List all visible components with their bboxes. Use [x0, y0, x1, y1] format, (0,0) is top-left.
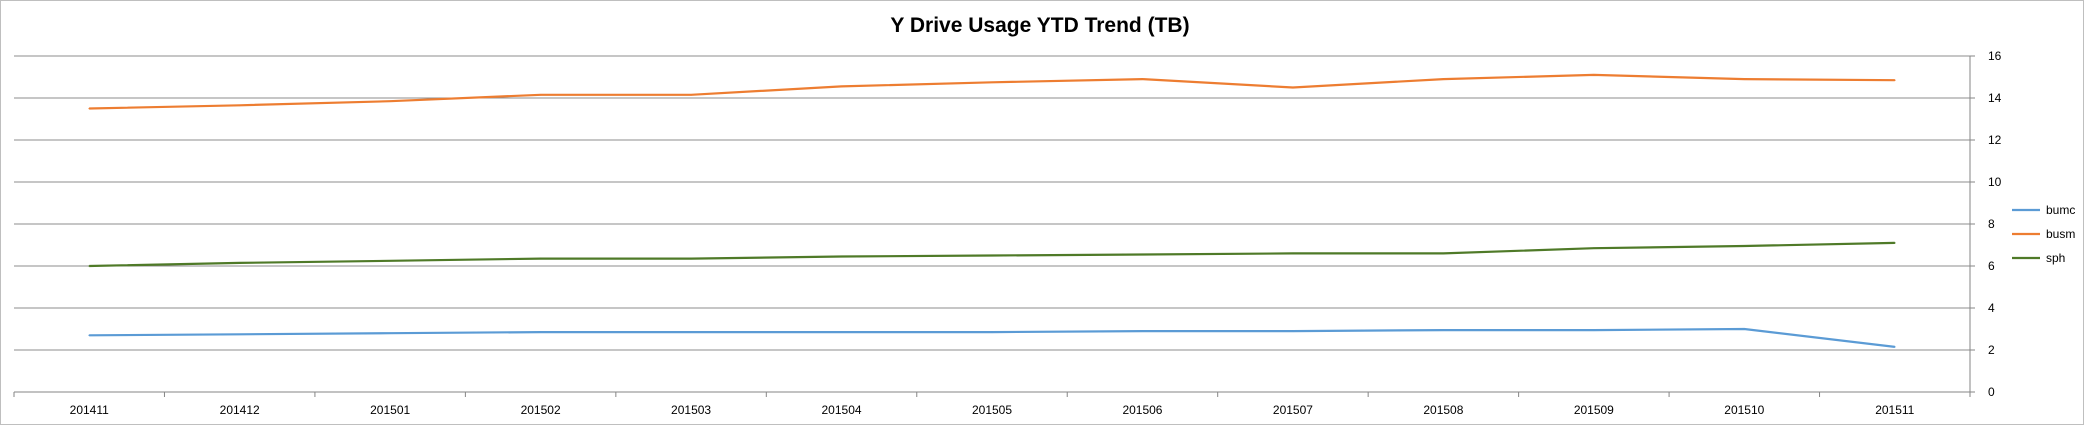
- data-point-sph: [1292, 252, 1294, 255]
- data-point-sph: [1442, 252, 1445, 255]
- data-point-bumc: [991, 331, 993, 333]
- data-point-bumc: [238, 333, 241, 336]
- legend-label-bumc: bumc: [2046, 203, 2075, 217]
- legend-label-sph: sph: [2046, 251, 2065, 265]
- series-lines: [88, 73, 1896, 348]
- x-tick-label: 201503: [671, 403, 711, 417]
- data-point-sph: [1593, 247, 1595, 249]
- x-tick-label: 201511: [1875, 403, 1914, 417]
- data-point-sph: [991, 254, 993, 257]
- data-point-sph: [1743, 245, 1746, 247]
- gridlines: [14, 55, 1970, 393]
- x-tick-label: 201504: [822, 403, 862, 417]
- y-tick-label: 4: [1988, 301, 1995, 315]
- data-point-sph: [1141, 253, 1144, 256]
- series-line-busm: [89, 73, 1895, 110]
- data-point-bumc: [539, 331, 542, 333]
- data-point-sph: [88, 265, 91, 267]
- legend: bumc busm sph: [2012, 203, 2075, 265]
- data-point-busm: [991, 81, 993, 84]
- data-point-busm: [1442, 78, 1445, 80]
- x-tick-label: 201412: [220, 403, 260, 417]
- data-point-sph: [690, 257, 692, 260]
- data-point-busm: [690, 94, 692, 96]
- data-point-busm: [88, 107, 91, 110]
- y-tick-label: 10: [1988, 175, 2002, 189]
- y-tick-label: 16: [1988, 49, 2002, 63]
- data-point-busm: [238, 104, 241, 107]
- y-tick-label: 0: [1988, 385, 1995, 399]
- series-line-sph: [89, 241, 1895, 268]
- data-point-sph: [539, 257, 542, 260]
- data-point-busm: [1593, 74, 1595, 76]
- y-tick-label: 6: [1988, 259, 1995, 273]
- data-point-busm: [1743, 78, 1746, 80]
- axes: [13, 55, 1975, 397]
- data-point-busm: [840, 85, 843, 88]
- data-point-busm: [1893, 79, 1896, 81]
- data-point-bumc: [840, 331, 843, 333]
- y-tick-label: 2: [1988, 343, 1995, 357]
- legend-label-busm: busm: [2046, 227, 2075, 241]
- data-point-bumc: [1141, 330, 1144, 332]
- data-point-bumc: [1292, 330, 1294, 332]
- x-tick-label: 201510: [1724, 403, 1764, 417]
- data-point-busm: [389, 100, 391, 102]
- data-point-bumc: [690, 331, 692, 333]
- x-tick-label: 201509: [1574, 403, 1614, 417]
- data-point-bumc: [1743, 328, 1746, 330]
- data-point-busm: [539, 94, 542, 96]
- data-point-sph: [1893, 242, 1896, 244]
- x-tick-label: 201508: [1423, 403, 1463, 417]
- x-tick-label: 201507: [1273, 403, 1313, 417]
- data-point-bumc: [1893, 346, 1896, 348]
- data-point-busm: [1141, 78, 1144, 80]
- data-point-bumc: [88, 334, 91, 337]
- y-tick-label: 12: [1988, 133, 2002, 147]
- x-tick-label: 201505: [972, 403, 1012, 417]
- x-tick-label: 201506: [1122, 403, 1162, 417]
- x-tick-labels: 201411 201412 201501 201502 201503 201504 2015…: [70, 403, 1915, 417]
- x-tick-label: 201502: [521, 403, 561, 417]
- chart-title: Y Drive Usage YTD Trend (TB): [890, 14, 1189, 37]
- data-point-sph: [840, 255, 843, 258]
- data-point-busm: [1292, 86, 1294, 89]
- y-tick-labels: 0 2 4 6 8 10 12 14 16: [1988, 49, 2002, 399]
- y-tick-label: 14: [1988, 91, 2002, 105]
- x-tick-label: 201501: [370, 403, 410, 417]
- data-point-bumc: [389, 332, 391, 335]
- x-tick-label: 201411: [70, 403, 109, 417]
- data-point-sph: [389, 259, 391, 262]
- data-point-bumc: [1593, 329, 1595, 331]
- data-point-sph: [238, 262, 241, 264]
- data-point-bumc: [1442, 329, 1445, 331]
- y-tick-label: 8: [1988, 217, 1995, 231]
